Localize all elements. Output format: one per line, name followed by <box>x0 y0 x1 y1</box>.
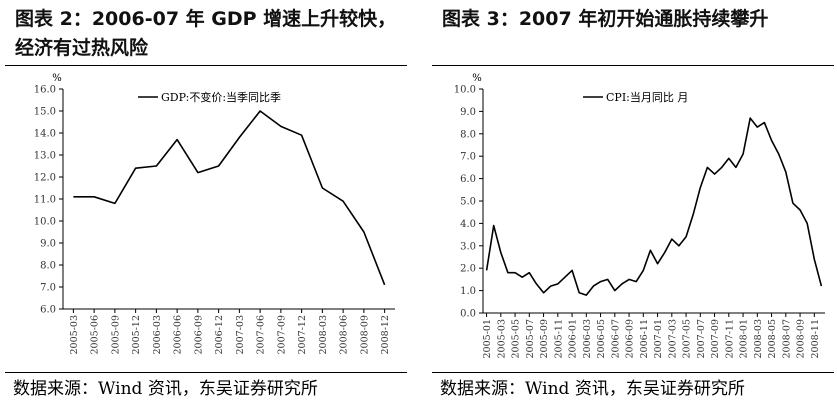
cpi-y-tick-label: 10.0 <box>454 85 476 96</box>
cpi-x-tick-label: 2006-11 <box>639 319 650 358</box>
gdp-x-tick-label: 2006-06 <box>173 315 184 354</box>
gdp-x-tick-label: 2008-03 <box>318 315 329 354</box>
cpi-x-tick-label: 2007-07 <box>696 319 707 358</box>
gdp-chart-title: 图表 2：2006-07 年 GDP 增速上升较快，经济有过热风险 <box>15 8 397 59</box>
cpi-x-tick-label: 2006-03 <box>582 319 593 358</box>
gdp-x-tick-label: 2005-03 <box>69 315 80 354</box>
gdp-x-tick-label: 2008-06 <box>339 315 350 354</box>
gdp-x-tick-label: 2008-12 <box>380 315 391 354</box>
cpi-y-tick-label: 3.0 <box>460 241 476 252</box>
gdp-x-tick-label: 2007-12 <box>297 315 308 354</box>
gdp-x-tick-label: 2006-09 <box>193 315 204 354</box>
cpi-x-tick-label: 2006-01 <box>568 319 579 358</box>
gdp-x-tick-label: 2006-03 <box>152 315 163 354</box>
cpi-x-tick-label: 2008-11 <box>810 319 821 358</box>
gdp-y-tick-label: 7.0 <box>40 283 56 294</box>
cpi-x-tick-label: 2005-01 <box>482 319 493 358</box>
gdp-y-tick-label: 14.0 <box>34 129 56 140</box>
gdp-x-tick-label: 2007-09 <box>276 315 287 354</box>
cpi-x-tick-label: 2005-03 <box>496 319 507 358</box>
cpi-x-tick-label: 2007-09 <box>710 319 721 358</box>
gdp-y-unit-label: % <box>52 73 62 84</box>
cpi-y-tick-label: 4.0 <box>460 219 476 230</box>
cpi-chart-title: 图表 3：2007 年初开始通胀持续攀升 <box>442 8 769 30</box>
cpi-y-tick-label: 0.0 <box>460 309 476 320</box>
cpi-x-tick-label: 2006-05 <box>596 319 607 358</box>
cpi-y-tick-label: 2.0 <box>460 264 476 275</box>
cpi-bottom-rule <box>432 372 834 373</box>
gdp-x-tick-label: 2005-12 <box>131 315 142 354</box>
cpi-y-tick-label: 8.0 <box>460 129 476 140</box>
gdp-series-line <box>73 110 386 286</box>
cpi-x-tick-label: 2008-01 <box>739 319 750 358</box>
cpi-x-tick-label: 2008-07 <box>781 319 792 358</box>
cpi-y-unit-label: % <box>472 73 482 84</box>
cpi-y-tick-label: 6.0 <box>460 174 476 185</box>
cpi-line-chart: %10.0 9.0 8.0 7.0 6.0 5.0 4.0 3.0 2.0 1.0 0.0 2005-… <box>454 73 825 358</box>
cpi-x-tick-label: 2007-05 <box>682 319 693 358</box>
gdp-source-note: 数据来源：Wind 资讯，东吴证券研究所 <box>13 379 318 399</box>
cpi-series-line <box>485 117 823 296</box>
gdp-x-tick-label: 2005-06 <box>90 315 101 354</box>
cpi-x-tick-label: 2005-11 <box>553 319 564 358</box>
gdp-x-tick-label: 2007-03 <box>235 315 246 354</box>
cpi-source-note: 数据来源：Wind 资讯，东吴证券研究所 <box>440 379 745 399</box>
cpi-x-tick-label: 2007-03 <box>667 319 678 358</box>
cpi-x-tick-label: 2008-05 <box>767 319 778 358</box>
gdp-y-tick-label: 13.0 <box>34 151 56 162</box>
cpi-x-tick-label: 2005-05 <box>511 319 522 358</box>
gdp-x-tick-label: 2008-09 <box>359 315 370 354</box>
gdp-panel: 图表 2：2006-07 年 GDP 增速上升较快，经济有过热风险 % 16.0 1… <box>0 0 410 415</box>
gdp-top-rule <box>5 65 407 66</box>
gdp-x-tick-label: 2005-09 <box>110 315 121 354</box>
gdp-line-chart: %16.0 15.0 14.0 13.0 12.0 11.0 10.0 9.0 8.0 7.0 6.… <box>34 73 395 354</box>
cpi-y-tick-label: 5.0 <box>460 197 476 208</box>
gdp-y-tick-label: 10.0 <box>34 217 56 228</box>
cpi-y-tick-label: 9.0 <box>460 107 476 118</box>
cpi-x-tick-label: 2008-09 <box>796 319 807 358</box>
gdp-y-tick-label: 15.0 <box>34 107 56 118</box>
cpi-y-tick-label: 7.0 <box>460 152 476 163</box>
cpi-x-tick-label: 2008-03 <box>753 319 764 358</box>
cpi-top-rule <box>432 65 834 66</box>
gdp-x-tick-label: 2006-12 <box>214 315 225 354</box>
cpi-x-tick-label: 2005-07 <box>525 319 536 358</box>
gdp-legend-label: GDP:不变价:当季同比季 <box>161 90 281 104</box>
cpi-x-tick-label: 2007-11 <box>724 319 735 358</box>
cpi-panel: 图表 3：2007 年初开始通胀持续攀升 % 10.0 9.0 8.0 7.0 6.0 5.… <box>427 0 837 415</box>
gdp-x-tick-label: 2007-06 <box>256 315 267 354</box>
gdp-y-tick-label: 9.0 <box>40 239 56 250</box>
gdp-y-tick-label: 16.0 <box>34 85 56 96</box>
cpi-legend-label: CPI:当月同比 月 <box>606 90 688 104</box>
gdp-y-tick-label: 8.0 <box>40 261 56 272</box>
gdp-y-tick-label: 6.0 <box>40 305 56 316</box>
cpi-x-tick-label: 2005-09 <box>539 319 550 358</box>
cpi-x-tick-label: 2007-01 <box>653 319 664 358</box>
cpi-x-tick-label: 2006-07 <box>610 319 621 358</box>
gdp-y-tick-label: 11.0 <box>34 195 56 206</box>
gdp-bottom-rule <box>5 372 407 373</box>
gdp-y-tick-label: 12.0 <box>34 173 56 184</box>
cpi-x-tick-label: 2006-09 <box>625 319 636 358</box>
cpi-y-tick-label: 1.0 <box>460 286 476 297</box>
